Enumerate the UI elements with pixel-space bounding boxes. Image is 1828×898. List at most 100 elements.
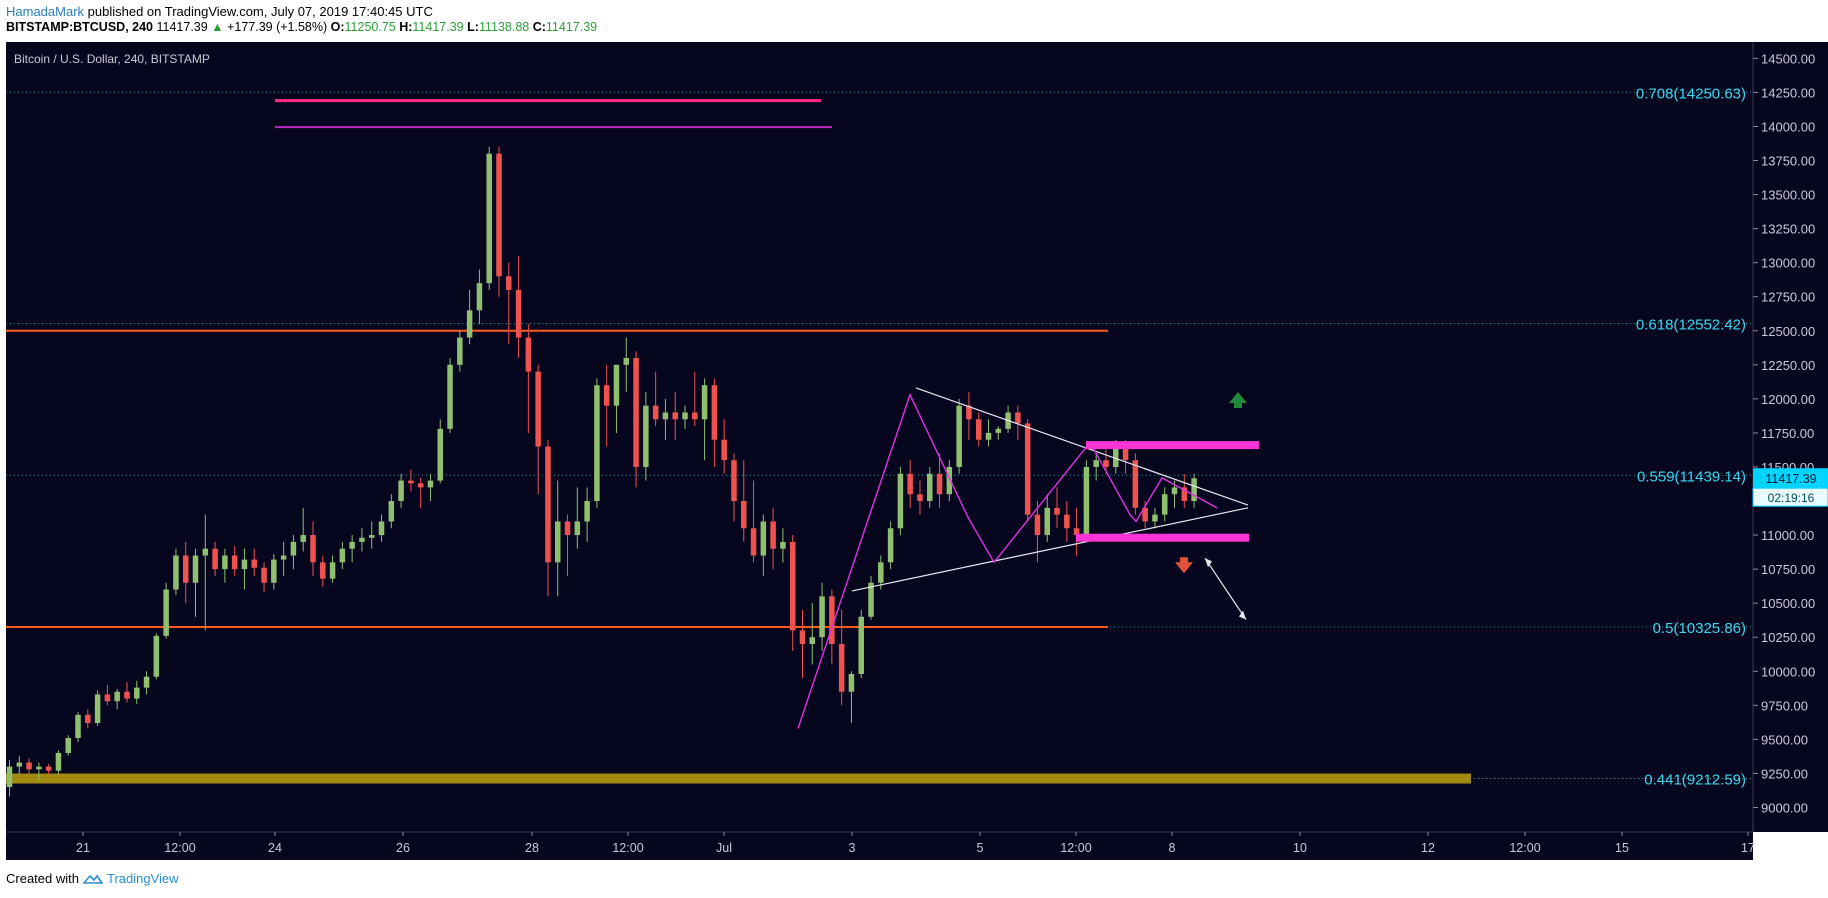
fib-level-label: 0.708(14250.63) [1636,85,1746,102]
candle [623,337,630,393]
y-tick-label: 10750.00 [1761,562,1815,577]
candle-body [1161,494,1168,515]
tradingview-logo-icon [82,874,103,884]
candle-body [662,412,669,420]
y-tick-label: 14500.00 [1761,51,1815,66]
chart-title: Bitcoin / U.S. Dollar, 240, BITSTAMP [14,52,210,66]
candle [222,548,228,583]
x-tick-label: 12 [1421,841,1435,855]
candle [359,528,365,552]
candle-body [858,616,864,674]
y-tick-label: 9000.00 [1761,800,1808,815]
candle [1161,487,1168,522]
candle-body [603,385,610,406]
candle-body [261,567,267,583]
candle-body [280,555,287,560]
y-tick-label: 13250.00 [1761,222,1815,237]
candle-body [398,480,404,502]
x-tick-label: 3 [849,841,856,855]
candle-body [750,528,757,556]
fib-level-label: 0.618(12552.42) [1636,317,1746,334]
candle [457,330,463,372]
candle-body [789,541,796,631]
price-axis [1753,42,1828,832]
last-price-tag-value: 11417.39 [1765,472,1816,486]
candle [584,487,590,542]
x-tick-label: 21 [76,841,90,855]
candle-body [829,596,835,645]
candle-body [672,412,678,420]
candle [496,146,502,297]
candle-body [36,766,42,770]
x-tick-label: 12:00 [164,841,195,855]
candle [300,507,306,552]
candle-body [721,439,727,461]
candle [731,453,737,522]
candle [241,548,248,590]
candle-body [623,358,630,365]
candle [104,684,111,706]
y-tick-label: 11750.00 [1761,426,1814,441]
candle [124,682,130,703]
candle [75,712,81,743]
candle [750,480,757,563]
candle-body [525,337,532,372]
candle-body [741,501,747,529]
candle-body [946,466,953,495]
countdown-tag-value: 02:19:16 [1768,491,1815,505]
author-link[interactable]: HamadaMark [6,4,85,19]
support-band [6,773,1471,784]
close-value: 11417.39 [545,20,598,34]
candle-body [731,460,737,502]
candle [545,439,551,597]
candle [1191,473,1197,508]
breakdown-path-line [1204,557,1247,620]
candle [711,378,718,467]
candle-body [574,521,581,536]
x-tick-label: 10 [1293,841,1307,855]
candle [427,473,434,502]
candle-body [1044,507,1050,536]
candle [780,528,786,563]
candle-body [1132,460,1139,508]
candle-body [613,364,620,406]
candle-body [1152,514,1158,522]
candle [1152,507,1158,529]
candle-body [16,762,23,767]
candle-body [692,412,698,420]
candle-body [936,473,943,495]
x-tick-label: 12:00 [1060,841,1091,855]
candle [1054,487,1060,529]
candle [417,477,424,508]
up-arrow-icon: ▲ [211,20,224,34]
candle [280,541,287,576]
candle [917,480,923,515]
candle [633,351,639,488]
candle-body [1171,487,1178,495]
candle-body [339,548,346,563]
x-tick-label: 12:00 [1509,841,1540,855]
candle [114,688,120,710]
fib-level-label: 0.5(10325.86) [1653,620,1746,637]
candle [956,398,962,474]
candle-body [809,637,816,645]
candle [868,575,874,620]
candle-body [682,412,688,420]
candle [564,514,571,576]
tradingview-link[interactable]: TradingView [106,871,179,886]
candle [202,514,209,631]
last-price-tag [1753,468,1828,489]
x-tick-label: 26 [396,841,410,855]
candle [6,759,13,797]
candle [770,507,776,570]
candle-body [182,555,189,583]
candle [613,364,620,433]
candle [692,371,698,427]
y-tick-label: 12750.00 [1761,290,1815,305]
candle [672,392,678,440]
candle-body [486,153,492,284]
candle [741,460,747,542]
candle-body [1142,507,1148,522]
triangle-upper-trendline [915,387,1249,506]
